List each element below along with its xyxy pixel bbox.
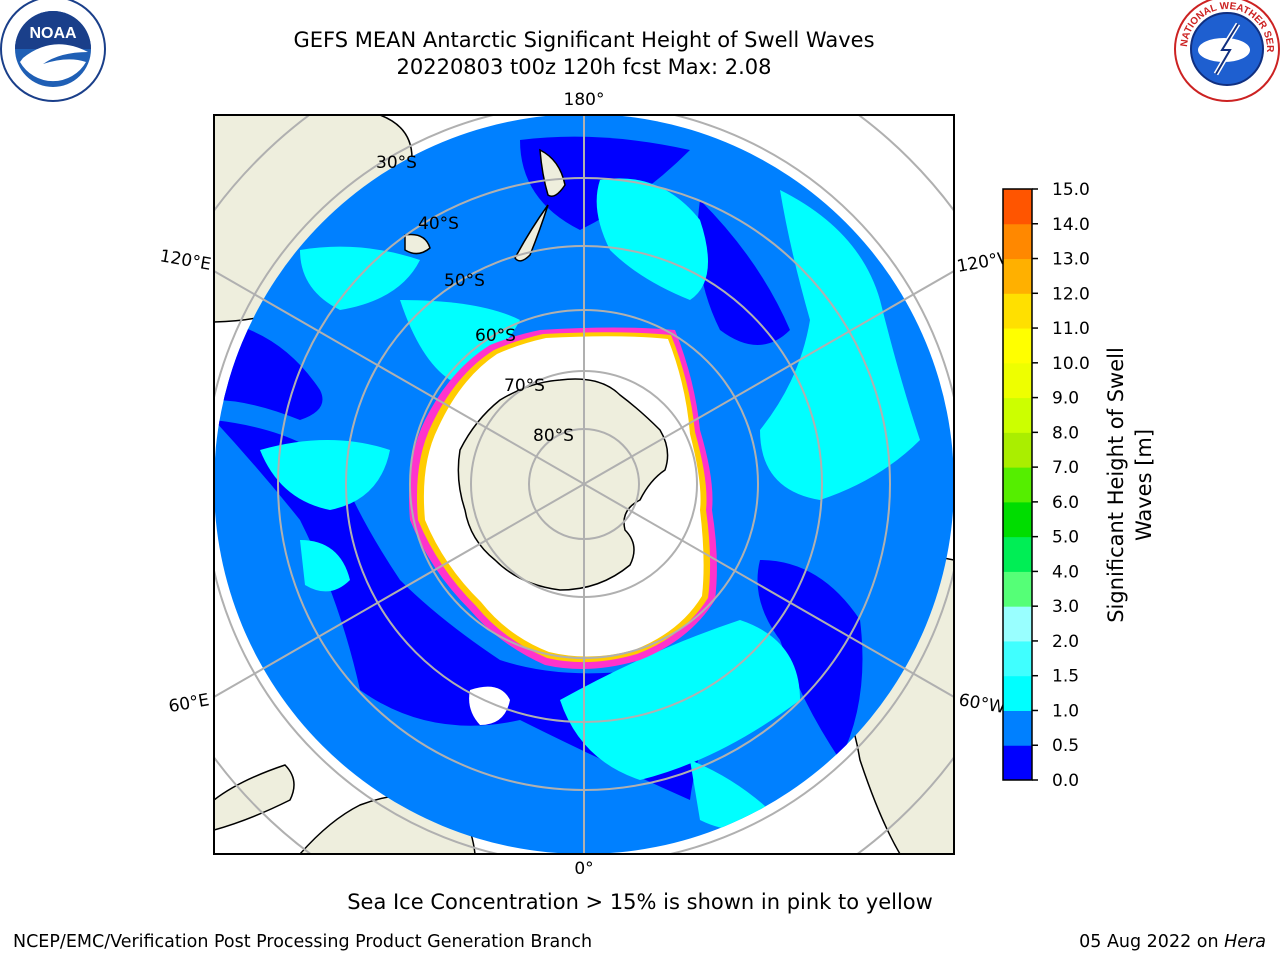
low-swell-region-west xyxy=(214,320,323,420)
longitude-meridians xyxy=(214,115,954,854)
colorbar-tick-label: 0.0 xyxy=(1052,771,1079,791)
latitude-labels: 30°S 40°S 50°S 60°S 70°S 80°S xyxy=(376,153,574,446)
colorbar-tick-label: 4.0 xyxy=(1052,562,1079,582)
footer-date: 05 Aug 2022 on Hera xyxy=(1079,932,1266,952)
latitude-label-80s: 80°S xyxy=(533,426,574,446)
colorbar-label-line2: Waves [m] xyxy=(1132,429,1156,541)
colorbar-tick-label: 2.0 xyxy=(1052,632,1079,652)
colorbar-block xyxy=(1003,432,1032,468)
national-weather-service-logo: NATIONAL WEATHER SERVICE xyxy=(1172,0,1280,102)
latitude-label-60s: 60°S xyxy=(475,326,516,346)
colorbar-block xyxy=(1003,606,1032,642)
sea-ice-note: Sea Ice Concentration > 15% is shown in … xyxy=(347,890,933,914)
colorbar-ticks: 0.0 0.5 1.0 1.5 2.0 3.0 4.0 5.0 6.0 7.0 8.0 9.0 10.0… xyxy=(1032,180,1090,791)
colorbar-tick-label: 6.0 xyxy=(1052,493,1079,513)
colorbar-tick-label: 7.0 xyxy=(1052,458,1079,478)
meridian-60e-120w xyxy=(214,269,954,699)
longitude-label-0: 0° xyxy=(574,859,593,879)
ice-speckle-region xyxy=(469,686,510,725)
colorbar-tick-label: 10.0 xyxy=(1052,354,1090,374)
colorbar-tick-label: 12.0 xyxy=(1052,284,1090,304)
latitude-label-40s: 40°S xyxy=(418,214,459,234)
colorbar-tick-label: 1.5 xyxy=(1052,667,1079,687)
colorbar-tick-label: 15.0 xyxy=(1052,180,1090,200)
colorbar-label-line1: Significant Height of Swell xyxy=(1104,347,1128,623)
latitude-label-30s: 30°S xyxy=(376,153,417,173)
noaa-logo-text: NOAA xyxy=(29,25,77,42)
high-swell-region-west-center xyxy=(400,300,520,380)
colorbar-block xyxy=(1003,258,1032,294)
chart-subtitle: 20220803 t00z 120h fcst Max: 2.08 xyxy=(396,55,772,79)
colorbar-block xyxy=(1003,467,1032,503)
longitude-label-180: 180° xyxy=(564,90,605,110)
chart-title: GEFS MEAN Antarctic Significant Height o… xyxy=(293,28,875,52)
colorbar: 0.0 0.5 1.0 1.5 2.0 3.0 4.0 5.0 6.0 7.0 8.0 9.0 10.0… xyxy=(1002,180,1156,791)
longitude-label-60w: 60°W xyxy=(957,690,1007,718)
colorbar-tick-label: 11.0 xyxy=(1052,319,1090,339)
colorbar-block xyxy=(1003,223,1032,260)
map-frame xyxy=(213,114,955,855)
longitude-label-60e: 60°E xyxy=(167,690,211,717)
latitude-label-50s: 50°S xyxy=(444,271,485,291)
colorbar-block xyxy=(1003,640,1032,677)
colorbar-tick-label: 14.0 xyxy=(1052,215,1090,235)
footer-credit: NCEP/EMC/Verification Post Processing Pr… xyxy=(13,932,593,952)
new-zealand-landmass xyxy=(514,148,566,262)
colorbar-tick-label: 9.0 xyxy=(1052,389,1079,409)
colorbar-block xyxy=(1003,675,1032,711)
colorbar-tick-label: 3.0 xyxy=(1052,597,1079,617)
colorbar-blocks xyxy=(1003,189,1032,781)
colorbar-block xyxy=(1003,328,1032,364)
longitude-label-120e: 120°E xyxy=(158,246,212,275)
colorbar-block xyxy=(1003,501,1032,538)
low-swell-region-ne xyxy=(697,200,790,345)
low-swell-region-east xyxy=(757,560,863,760)
high-swell-region-far-west xyxy=(300,540,350,592)
colorbar-block xyxy=(1003,189,1032,225)
madagascar-landmass xyxy=(214,764,295,831)
footer-host: Hera xyxy=(1224,932,1266,952)
colorbar-block xyxy=(1003,745,1032,781)
colorbar-block xyxy=(1003,362,1032,399)
noaa-logo: NOAA xyxy=(0,0,106,102)
colorbar-tick-label: 5.0 xyxy=(1052,528,1079,548)
colorbar-block xyxy=(1003,536,1032,572)
footer-date-text: 05 Aug 2022 on xyxy=(1079,932,1225,952)
high-swell-region-west-band xyxy=(300,246,420,310)
high-swell-region-se xyxy=(560,620,800,780)
colorbar-block xyxy=(1003,397,1032,433)
high-swell-region-ne xyxy=(596,178,708,300)
colorbar-block xyxy=(1003,293,1032,329)
tasmania-landmass xyxy=(404,233,431,255)
latitude-label-70s: 70°S xyxy=(504,376,545,396)
antarctica-landmass xyxy=(457,378,669,591)
colorbar-frame xyxy=(1002,188,1033,781)
high-swell-region-sw xyxy=(260,440,390,510)
colorbar-tick-label: 1.0 xyxy=(1052,701,1079,721)
colorbar-tick-label: 13.0 xyxy=(1052,250,1090,270)
colorbar-tick-label: 8.0 xyxy=(1052,423,1079,443)
colorbar-tick-label: 0.5 xyxy=(1052,736,1079,756)
colorbar-block xyxy=(1003,571,1032,607)
colorbar-block xyxy=(1003,710,1032,746)
